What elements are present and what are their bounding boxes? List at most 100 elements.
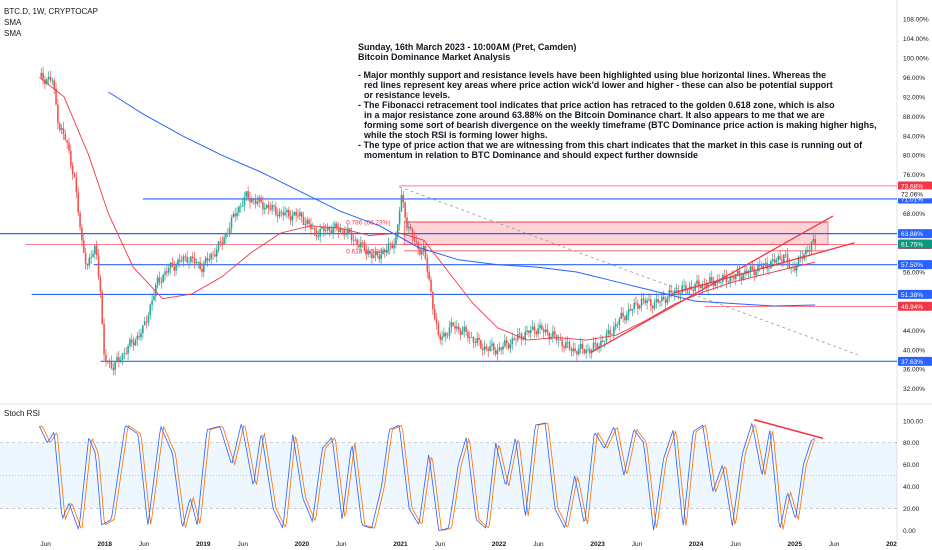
candle-body	[376, 251, 379, 256]
candle-body	[701, 284, 704, 289]
price-label: 72.06%	[901, 191, 923, 198]
x-tick-label: 2021	[393, 541, 408, 548]
candle-body	[276, 214, 279, 217]
candle-body	[374, 251, 377, 256]
candle-body	[528, 330, 530, 334]
candle-body	[810, 241, 813, 251]
candle-body	[437, 323, 440, 336]
candle-body	[507, 343, 510, 349]
candle-body	[238, 206, 240, 213]
y-tick-label: 108.00%	[903, 17, 929, 24]
candle-body	[742, 273, 744, 280]
candle-body	[733, 277, 735, 279]
candle-body	[332, 227, 334, 234]
candle-body	[92, 254, 94, 257]
candle-body	[184, 256, 187, 257]
candle-body	[114, 360, 116, 371]
y-tick-label: 96.00%	[903, 75, 925, 82]
annotation-bullet-3a: - The type of price action that we are w…	[358, 140, 863, 150]
candle-body	[489, 345, 491, 351]
candle-body	[315, 230, 318, 237]
candle-body	[557, 339, 560, 341]
candle-body	[574, 348, 576, 352]
stoch-rsi-legend[interactable]: Stoch RSI	[4, 408, 40, 419]
candle-body	[265, 204, 268, 208]
candle-body	[378, 255, 381, 260]
candle-body	[236, 212, 238, 217]
candle-body	[90, 256, 92, 258]
candle-body	[287, 210, 290, 217]
candle-body	[589, 349, 591, 354]
candle-body	[618, 318, 621, 325]
candle-body	[382, 250, 384, 255]
symbol-title[interactable]: BTC.D, 1W, CRYPTOCAP	[4, 7, 98, 16]
candle-body	[282, 212, 285, 216]
candle-body	[232, 213, 235, 218]
candle-body	[659, 301, 661, 303]
candle-body	[402, 195, 405, 203]
x-tick-label: 2022	[492, 541, 507, 548]
sma-indicator-2[interactable]: SMA	[4, 29, 22, 38]
candle-body	[432, 291, 434, 310]
candle-body	[441, 336, 443, 340]
candle-body	[347, 228, 349, 234]
candle-body	[526, 330, 528, 332]
candle-body	[771, 259, 774, 261]
candle-body	[552, 331, 554, 337]
candle-body	[267, 204, 270, 209]
candle-body	[160, 282, 163, 283]
candle-body	[611, 334, 613, 336]
candle-body	[70, 150, 72, 166]
candle-body	[127, 346, 129, 354]
candle-body	[444, 332, 447, 336]
candle-body	[118, 357, 120, 361]
candle-body	[356, 239, 358, 245]
candle-body	[167, 268, 170, 273]
candle-body	[393, 244, 395, 249]
candle-body	[788, 262, 791, 269]
candle-body	[143, 321, 146, 326]
x-tick-label: 2019	[196, 541, 211, 548]
candle-body	[727, 282, 730, 283]
candle-body	[121, 353, 124, 360]
candle-body	[420, 250, 423, 255]
rsi-y-tick-label: 100.00	[903, 418, 923, 425]
candle-body	[439, 335, 442, 340]
candle-body	[603, 341, 606, 342]
y-tick-label: 56.00%	[903, 269, 925, 276]
candle-body	[638, 305, 641, 309]
candle-body	[228, 228, 231, 234]
candle-body	[363, 242, 366, 251]
candle-body	[108, 361, 111, 363]
candle-body	[786, 254, 789, 263]
candle-body	[685, 285, 687, 291]
candle-body	[696, 280, 698, 285]
y-tick-label: 80.00%	[903, 153, 925, 160]
candle-body	[58, 123, 61, 130]
candle-body	[97, 255, 100, 278]
level-price-badge	[898, 181, 932, 191]
candle-body	[520, 333, 523, 340]
sma-indicator-1[interactable]: SMA	[4, 18, 22, 27]
candle-body	[784, 254, 787, 255]
level-price-label: 63.88%	[901, 231, 923, 238]
candle-body	[289, 216, 292, 221]
candle-body	[385, 249, 388, 253]
candle-body	[214, 254, 216, 257]
candle-body	[541, 325, 543, 330]
candle-body	[46, 79, 48, 84]
candle-body	[106, 361, 109, 363]
candle-body	[738, 270, 741, 277]
candle-body	[718, 279, 720, 283]
candle-body	[204, 258, 207, 264]
candle-body	[749, 266, 752, 272]
candle-body	[505, 340, 508, 344]
candle-body	[481, 348, 484, 351]
candle-body	[179, 259, 181, 262]
candle-body	[49, 76, 52, 81]
y-tick-label: 92.00%	[903, 94, 925, 101]
candle-body	[757, 265, 759, 272]
candle-body	[328, 226, 331, 231]
candle-body	[151, 300, 153, 305]
analysis-annotation[interactable]: Sunday, 16th March 2023 - 10:00AM (Pret,…	[358, 42, 878, 160]
